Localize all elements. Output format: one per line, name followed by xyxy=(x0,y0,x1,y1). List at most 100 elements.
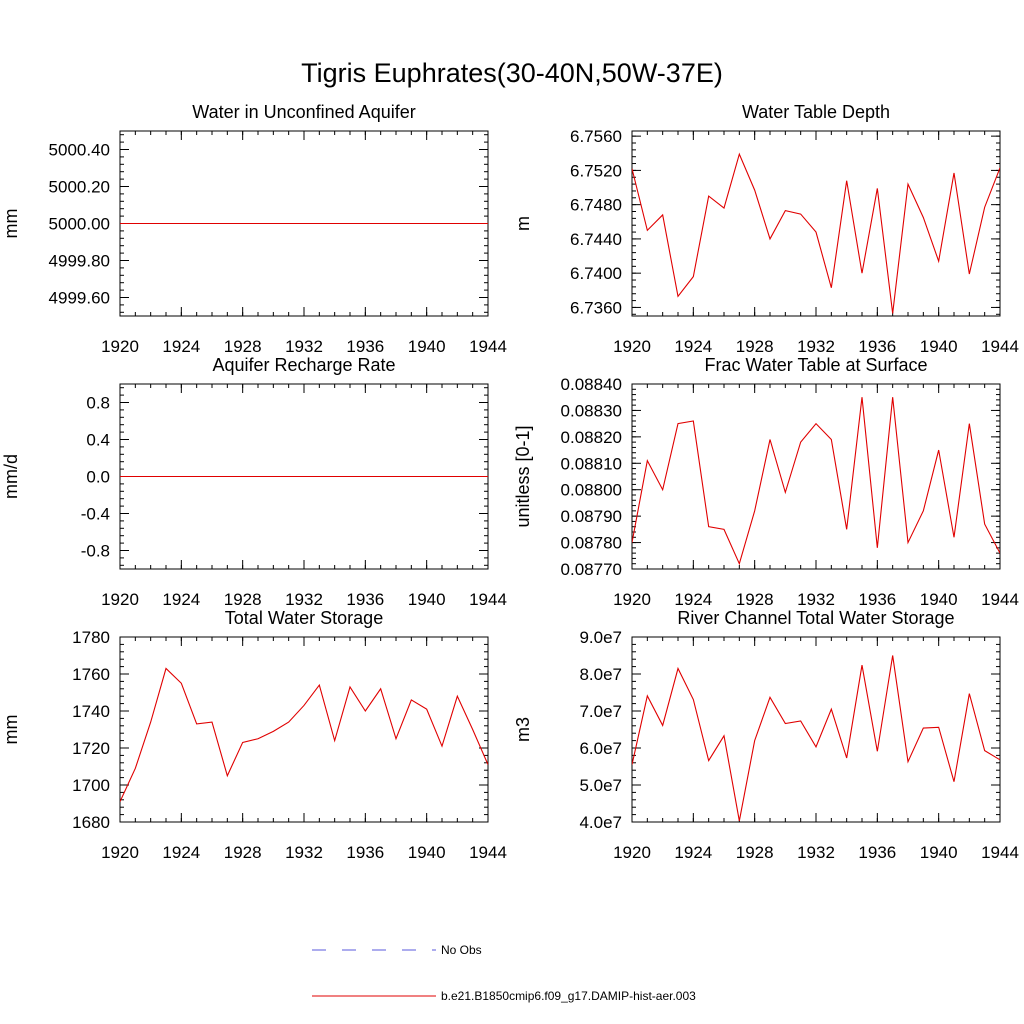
y-tick-label: 0.08770 xyxy=(561,560,622,579)
legend-label: No Obs xyxy=(441,943,482,957)
x-tick-label: 1928 xyxy=(224,337,262,356)
plot-frame xyxy=(119,636,489,823)
y-tick-label: 4.0e7 xyxy=(579,813,622,832)
panel-title: Aquifer Recharge Rate xyxy=(212,355,395,375)
x-tick-label: 1940 xyxy=(920,843,958,862)
x-tick-label: 1936 xyxy=(346,337,384,356)
panel-5: Total Water Storage 1920 1924 1928 1932 1936 1… xyxy=(1,608,507,862)
y-tick-label: 6.7360 xyxy=(570,298,622,317)
x-tick-label: 1924 xyxy=(674,843,712,862)
y-tick-label: 6.7400 xyxy=(570,264,622,283)
x-tick-label: 1944 xyxy=(469,337,507,356)
x-tick-label: 1932 xyxy=(797,590,835,609)
y-tick-label: 1740 xyxy=(72,702,110,721)
y-axis-label: mm xyxy=(1,715,21,745)
x-tick-label: 1920 xyxy=(613,590,651,609)
y-tick-label: 6.7480 xyxy=(570,196,622,215)
panel-title: Total Water Storage xyxy=(225,608,383,628)
x-tick-label: 1924 xyxy=(162,590,200,609)
y-tick-label: 1720 xyxy=(72,739,110,758)
y-axis-label: unitless [0-1] xyxy=(513,425,533,527)
x-tick-label: 1932 xyxy=(285,590,323,609)
y-axis-label: mm xyxy=(1,209,21,239)
x-tick-label: 1944 xyxy=(981,590,1019,609)
y-axis-label: m3 xyxy=(513,717,533,742)
x-tick-label: 1940 xyxy=(920,590,958,609)
x-tick-label: 1944 xyxy=(469,590,507,609)
y-tick-label: 0.08820 xyxy=(561,428,622,447)
y-tick-label: 6.0e7 xyxy=(579,739,622,758)
y-tick-label: 0.08780 xyxy=(561,534,622,553)
panels-group: Water in Unconfined Aquifer 1920 1924 1928 1… xyxy=(1,102,1019,862)
x-tick-label: 1924 xyxy=(674,337,712,356)
y-tick-label: 1760 xyxy=(72,665,110,684)
x-tick-label: 1940 xyxy=(408,337,446,356)
x-tick-label: 1924 xyxy=(674,590,712,609)
y-tick-label: 4999.80 xyxy=(49,252,110,271)
x-tick-label: 1928 xyxy=(736,337,774,356)
y-tick-label: 4999.60 xyxy=(49,289,110,308)
panel-2: Water Table Depth 1920 1924 1928 1932 1936 194… xyxy=(513,102,1019,356)
x-tick-label: 1928 xyxy=(224,590,262,609)
x-tick-label: 1928 xyxy=(224,843,262,862)
y-tick-label: 5000.00 xyxy=(49,215,110,234)
x-tick-label: 1936 xyxy=(346,590,384,609)
y-tick-label: 0.08830 xyxy=(561,401,622,420)
y-tick-label: -0.8 xyxy=(81,542,110,561)
y-tick-label: 9.0e7 xyxy=(579,628,622,647)
y-tick-label: 7.0e7 xyxy=(579,702,622,721)
y-tick-label: 0.08790 xyxy=(561,507,622,526)
y-tick-label: 0.4 xyxy=(86,431,110,450)
x-tick-label: 1932 xyxy=(285,843,323,862)
y-tick-label: 0.08810 xyxy=(561,454,622,473)
y-tick-label: 6.7440 xyxy=(570,230,622,249)
y-tick-label: 0.08800 xyxy=(561,481,622,500)
figure-title: Tigris Euphrates(30-40N,50W-37E) xyxy=(301,58,723,88)
x-tick-label: 1920 xyxy=(101,590,139,609)
x-tick-label: 1940 xyxy=(920,337,958,356)
y-axis-label: mm/d xyxy=(1,454,21,499)
x-tick-label: 1920 xyxy=(613,843,651,862)
x-tick-label: 1944 xyxy=(981,843,1019,862)
y-tick-label: 0.0 xyxy=(86,468,110,487)
legend-label: b.e21.B1850cmip6.f09_g17.DAMIP-hist-aer.… xyxy=(441,989,696,1003)
x-tick-label: 1936 xyxy=(858,590,896,609)
x-tick-label: 1944 xyxy=(981,337,1019,356)
panel-title: Water in Unconfined Aquifer xyxy=(192,102,415,122)
y-tick-label: 6.7520 xyxy=(570,161,622,180)
x-tick-label: 1920 xyxy=(613,337,651,356)
y-tick-label: 5000.20 xyxy=(49,178,110,197)
x-tick-label: 1940 xyxy=(408,843,446,862)
x-tick-label: 1936 xyxy=(346,843,384,862)
panel-4: Frac Water Table at Surface 1920 1924 1928 1… xyxy=(513,355,1019,609)
x-tick-label: 1924 xyxy=(162,337,200,356)
panel-title: Water Table Depth xyxy=(742,102,890,122)
x-tick-label: 1932 xyxy=(285,337,323,356)
x-tick-label: 1932 xyxy=(797,337,835,356)
y-tick-label: 1780 xyxy=(72,628,110,647)
x-tick-label: 1944 xyxy=(469,843,507,862)
y-tick-label: 1680 xyxy=(72,813,110,832)
y-tick-label: 8.0e7 xyxy=(579,665,622,684)
x-tick-label: 1928 xyxy=(736,590,774,609)
legend: No Obs b.e21.B1850cmip6.f09_g17.DAMIP-his… xyxy=(312,943,696,1003)
x-tick-label: 1924 xyxy=(162,843,200,862)
y-tick-label: 5.0e7 xyxy=(579,776,622,795)
x-tick-label: 1940 xyxy=(408,590,446,609)
y-tick-label: 0.08840 xyxy=(561,375,622,394)
x-tick-label: 1936 xyxy=(858,843,896,862)
y-tick-label: -0.4 xyxy=(81,505,110,524)
x-tick-label: 1932 xyxy=(797,843,835,862)
panel-6: River Channel Total Water Storage 1920 192… xyxy=(513,608,1019,862)
y-tick-label: 6.7560 xyxy=(570,127,622,146)
panel-1: Water in Unconfined Aquifer 1920 1924 1928 1… xyxy=(1,102,507,356)
series-line xyxy=(632,397,1000,566)
x-tick-label: 1920 xyxy=(101,843,139,862)
y-tick-label: 1700 xyxy=(72,776,110,795)
x-tick-label: 1920 xyxy=(101,337,139,356)
series-line xyxy=(120,667,488,802)
series-line xyxy=(632,655,1000,821)
y-tick-label: 0.8 xyxy=(86,394,110,413)
plot-frame xyxy=(631,636,1001,823)
